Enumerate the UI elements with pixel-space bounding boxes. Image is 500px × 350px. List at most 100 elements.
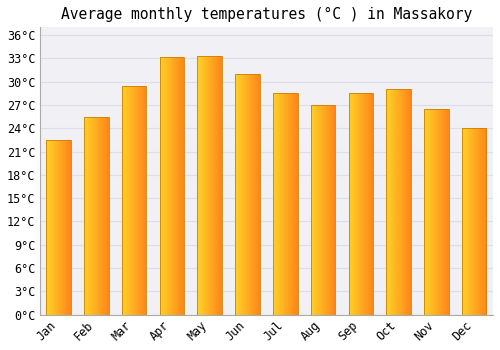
- Bar: [359, 93, 360, 315]
- Bar: [477, 128, 478, 315]
- Bar: [180, 57, 181, 315]
- Bar: [236, 74, 237, 315]
- Bar: [320, 105, 321, 315]
- Bar: [92, 117, 94, 315]
- Bar: [126, 85, 127, 315]
- Bar: [476, 128, 478, 315]
- Bar: [389, 89, 390, 315]
- Bar: [482, 128, 483, 315]
- Bar: [474, 128, 475, 315]
- Bar: [282, 93, 283, 315]
- Bar: [447, 109, 448, 315]
- Bar: [370, 93, 372, 315]
- Bar: [170, 57, 172, 315]
- Bar: [165, 57, 166, 315]
- Bar: [56, 140, 58, 315]
- Bar: [409, 89, 410, 315]
- Bar: [317, 105, 318, 315]
- Bar: [86, 117, 87, 315]
- Bar: [202, 56, 203, 315]
- Bar: [132, 85, 133, 315]
- Bar: [220, 56, 221, 315]
- Bar: [470, 128, 471, 315]
- Bar: [328, 105, 329, 315]
- Bar: [356, 93, 357, 315]
- Bar: [294, 93, 295, 315]
- Bar: [348, 93, 373, 315]
- Bar: [360, 93, 361, 315]
- Bar: [275, 93, 276, 315]
- Bar: [314, 105, 315, 315]
- Bar: [443, 109, 444, 315]
- Bar: [128, 85, 129, 315]
- Bar: [122, 85, 123, 315]
- Bar: [273, 93, 274, 315]
- Bar: [137, 85, 138, 315]
- Bar: [179, 57, 180, 315]
- Bar: [183, 57, 184, 315]
- Bar: [168, 57, 169, 315]
- Bar: [240, 74, 241, 315]
- Bar: [277, 93, 278, 315]
- Bar: [212, 56, 214, 315]
- Bar: [475, 128, 476, 315]
- Bar: [386, 89, 411, 315]
- Bar: [312, 105, 314, 315]
- Bar: [256, 74, 258, 315]
- Bar: [98, 117, 100, 315]
- Bar: [214, 56, 216, 315]
- Bar: [426, 109, 427, 315]
- Bar: [361, 93, 362, 315]
- Bar: [87, 117, 88, 315]
- Bar: [54, 140, 55, 315]
- Bar: [429, 109, 430, 315]
- Bar: [247, 74, 248, 315]
- Bar: [440, 109, 442, 315]
- Bar: [437, 109, 438, 315]
- Bar: [145, 85, 146, 315]
- Bar: [182, 57, 183, 315]
- Bar: [362, 93, 364, 315]
- Bar: [276, 93, 278, 315]
- Bar: [313, 105, 314, 315]
- Bar: [106, 117, 107, 315]
- Bar: [144, 85, 145, 315]
- Bar: [462, 128, 463, 315]
- Bar: [468, 128, 469, 315]
- Bar: [478, 128, 479, 315]
- Bar: [255, 74, 256, 315]
- Bar: [141, 85, 142, 315]
- Bar: [55, 140, 56, 315]
- Title: Average monthly temperatures (°C ) in Massakory: Average monthly temperatures (°C ) in Ma…: [60, 7, 472, 22]
- Bar: [102, 117, 103, 315]
- Bar: [358, 93, 359, 315]
- Bar: [369, 93, 370, 315]
- Bar: [387, 89, 388, 315]
- Bar: [140, 85, 141, 315]
- Bar: [88, 117, 89, 315]
- Bar: [436, 109, 437, 315]
- Bar: [297, 93, 298, 315]
- Bar: [278, 93, 279, 315]
- Bar: [246, 74, 247, 315]
- Bar: [69, 140, 70, 315]
- Bar: [160, 57, 161, 315]
- Bar: [432, 109, 433, 315]
- Bar: [177, 57, 178, 315]
- Bar: [207, 56, 208, 315]
- Bar: [469, 128, 470, 315]
- Bar: [64, 140, 66, 315]
- Bar: [235, 74, 260, 315]
- Bar: [318, 105, 319, 315]
- Bar: [399, 89, 400, 315]
- Bar: [367, 93, 368, 315]
- Bar: [53, 140, 54, 315]
- Bar: [239, 74, 240, 315]
- Bar: [334, 105, 335, 315]
- Bar: [428, 109, 429, 315]
- Bar: [208, 56, 209, 315]
- Bar: [89, 117, 90, 315]
- Bar: [287, 93, 288, 315]
- Bar: [445, 109, 446, 315]
- Bar: [290, 93, 291, 315]
